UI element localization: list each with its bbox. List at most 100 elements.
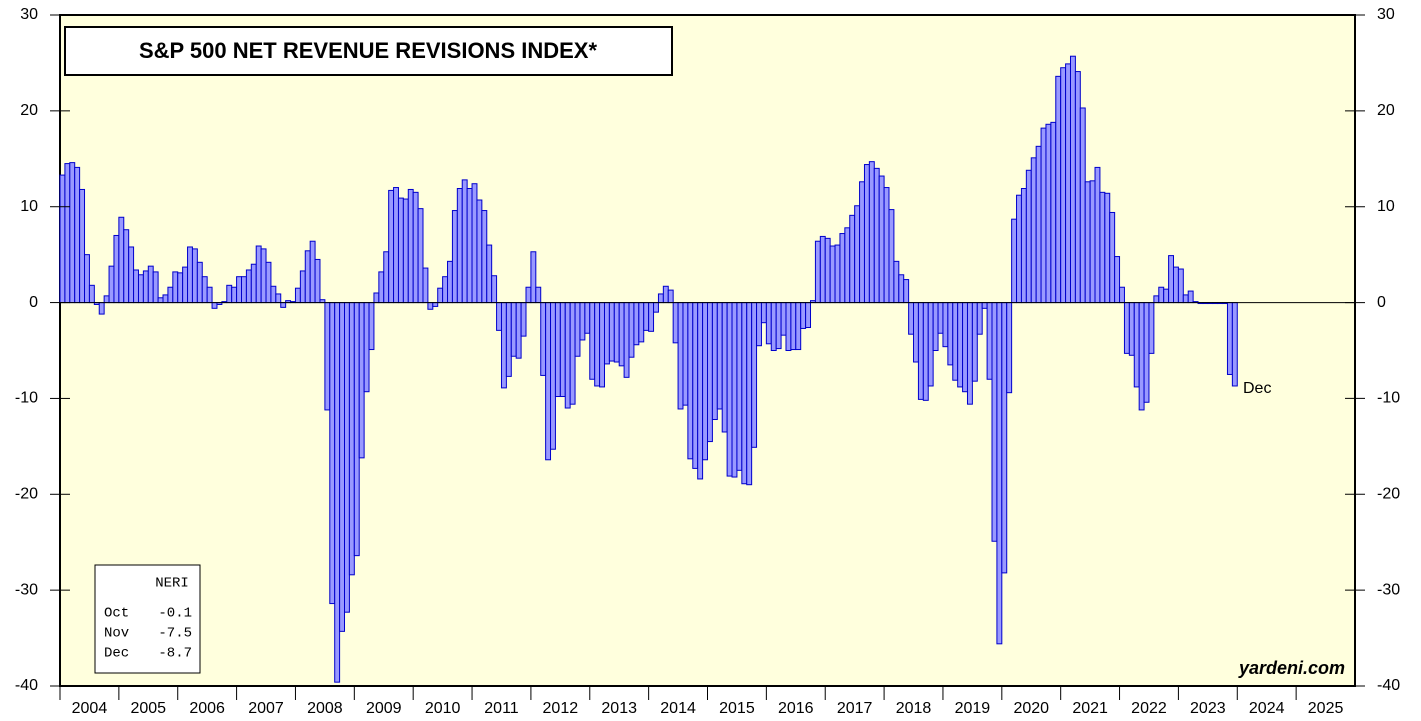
bar xyxy=(412,191,419,304)
bar xyxy=(903,279,910,304)
x-tick-label: 2022 xyxy=(1131,700,1167,717)
bar xyxy=(540,302,547,376)
bar xyxy=(515,302,522,359)
x-tick-label: 2015 xyxy=(719,700,755,717)
legend-value: -0.1 xyxy=(158,606,192,622)
bar xyxy=(1226,302,1233,375)
bar xyxy=(191,248,198,304)
bar xyxy=(917,302,924,400)
bar xyxy=(344,302,350,613)
bar xyxy=(378,271,385,304)
bar xyxy=(373,292,380,304)
bar xyxy=(579,302,586,341)
bar xyxy=(211,302,218,309)
bar xyxy=(893,260,900,304)
bar xyxy=(1060,67,1067,304)
x-tick-label: 2005 xyxy=(130,700,166,717)
bar xyxy=(1182,294,1189,304)
bar xyxy=(481,210,488,304)
bar xyxy=(520,302,527,337)
bar xyxy=(795,302,802,351)
bar xyxy=(863,164,870,304)
bar xyxy=(1025,169,1032,304)
bar xyxy=(692,302,699,469)
bar xyxy=(245,269,252,304)
bar xyxy=(849,214,856,304)
x-tick-label: 2007 xyxy=(248,700,284,717)
bar xyxy=(1079,107,1086,304)
bar xyxy=(643,302,650,331)
bar xyxy=(123,229,130,304)
bar xyxy=(697,302,704,480)
bar xyxy=(1143,302,1150,403)
bar xyxy=(633,302,640,346)
bar xyxy=(476,199,483,304)
bar xyxy=(599,302,605,388)
bar xyxy=(358,302,365,459)
y-tick-label: 20 xyxy=(20,102,38,119)
bar xyxy=(98,302,105,315)
bar xyxy=(770,302,777,352)
bar xyxy=(280,302,287,308)
y2-tick-label: -30 xyxy=(1377,581,1400,598)
bar xyxy=(1035,145,1042,304)
bar xyxy=(775,302,782,350)
bar xyxy=(432,302,439,307)
bar xyxy=(270,285,277,304)
bar xyxy=(142,270,149,304)
bar xyxy=(667,289,674,304)
bar xyxy=(971,302,978,382)
bar xyxy=(201,276,208,304)
bar xyxy=(922,302,929,401)
bar xyxy=(1006,302,1013,394)
bar xyxy=(1153,295,1160,304)
bar xyxy=(1020,188,1027,304)
bar xyxy=(780,302,787,336)
bar xyxy=(966,302,973,405)
legend-value: -8.7 xyxy=(158,646,192,662)
bar xyxy=(1084,181,1091,304)
bar xyxy=(118,216,125,304)
y2-tick-label: -20 xyxy=(1377,486,1400,503)
bar xyxy=(991,302,998,542)
bar xyxy=(334,302,341,683)
bar xyxy=(1128,302,1135,356)
y-tick-label: -20 xyxy=(15,486,38,503)
bar xyxy=(147,265,154,304)
x-tick-label: 2012 xyxy=(543,700,579,717)
bar xyxy=(1030,157,1037,304)
bar xyxy=(525,286,532,304)
bar xyxy=(133,269,139,304)
bar xyxy=(128,246,135,304)
bar xyxy=(873,167,880,304)
bar xyxy=(932,302,939,352)
y-tick-label: 30 xyxy=(20,6,38,23)
x-tick-label: 2019 xyxy=(955,700,991,717)
bar xyxy=(608,302,615,362)
bar xyxy=(844,227,851,304)
bar xyxy=(260,248,267,304)
bar xyxy=(505,302,512,377)
bar xyxy=(1158,286,1165,304)
title-box xyxy=(64,26,673,76)
bar xyxy=(397,197,404,304)
bar xyxy=(530,251,537,304)
y-tick-label: -10 xyxy=(15,390,38,407)
x-tick-label: 2014 xyxy=(660,700,696,717)
bar xyxy=(589,302,596,380)
bar xyxy=(137,274,144,304)
bar xyxy=(962,302,968,393)
legend-month: Oct xyxy=(104,606,129,622)
bar xyxy=(496,302,502,331)
bar xyxy=(427,302,434,310)
y2-tick-label: 10 xyxy=(1377,198,1395,215)
x-tick-label: 2011 xyxy=(484,700,519,717)
bar xyxy=(731,302,738,478)
x-tick-label: 2023 xyxy=(1190,700,1226,717)
source: yardeni.com xyxy=(1238,658,1345,678)
bar xyxy=(913,302,919,363)
bar xyxy=(1040,127,1047,304)
bar xyxy=(657,293,664,304)
bar xyxy=(662,285,669,304)
